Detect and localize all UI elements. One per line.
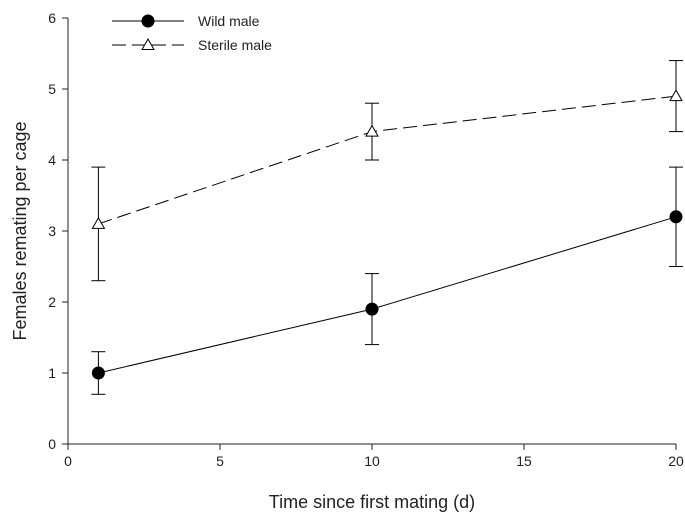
y-axis-title: Females remating per cage bbox=[10, 121, 30, 340]
x-tick-label: 5 bbox=[216, 453, 224, 469]
y-tick-label: 1 bbox=[48, 365, 56, 381]
data-point bbox=[365, 124, 379, 137]
series-sterile-male bbox=[91, 60, 683, 282]
legend: Wild male Sterile male bbox=[112, 13, 272, 53]
y-tick-label: 6 bbox=[48, 10, 56, 26]
y-tick-label: 5 bbox=[48, 81, 56, 97]
data-point bbox=[365, 302, 379, 316]
x-tick-label: 10 bbox=[364, 453, 380, 469]
data-point bbox=[91, 366, 105, 380]
y-tick-label: 0 bbox=[48, 436, 56, 452]
x-axis-title: Time since first mating (d) bbox=[269, 492, 475, 512]
data-point bbox=[669, 89, 683, 102]
series-line bbox=[98, 216, 677, 374]
x-tick-label: 20 bbox=[668, 453, 684, 469]
legend-item-wild-male: Wild male bbox=[112, 13, 260, 29]
legend-label: Sterile male bbox=[198, 37, 272, 53]
x-tick-label: 0 bbox=[64, 453, 72, 469]
data-point bbox=[669, 210, 683, 224]
y-tick-label: 2 bbox=[48, 294, 56, 310]
y-tick-label: 4 bbox=[48, 152, 56, 168]
legend-label: Wild male bbox=[198, 13, 260, 29]
series-line bbox=[98, 95, 677, 225]
series-wild-male bbox=[91, 166, 683, 395]
axes: 0 5 10 15 20 0 1 2 3 4 5 6 bbox=[48, 10, 684, 469]
y-tick-label: 3 bbox=[48, 223, 56, 239]
data-point bbox=[91, 216, 106, 229]
series-layer bbox=[91, 60, 683, 395]
x-tick-label: 15 bbox=[516, 453, 532, 469]
legend-marker bbox=[141, 14, 155, 28]
legend-marker bbox=[141, 37, 155, 50]
legend-item-sterile-male: Sterile male bbox=[112, 37, 272, 53]
